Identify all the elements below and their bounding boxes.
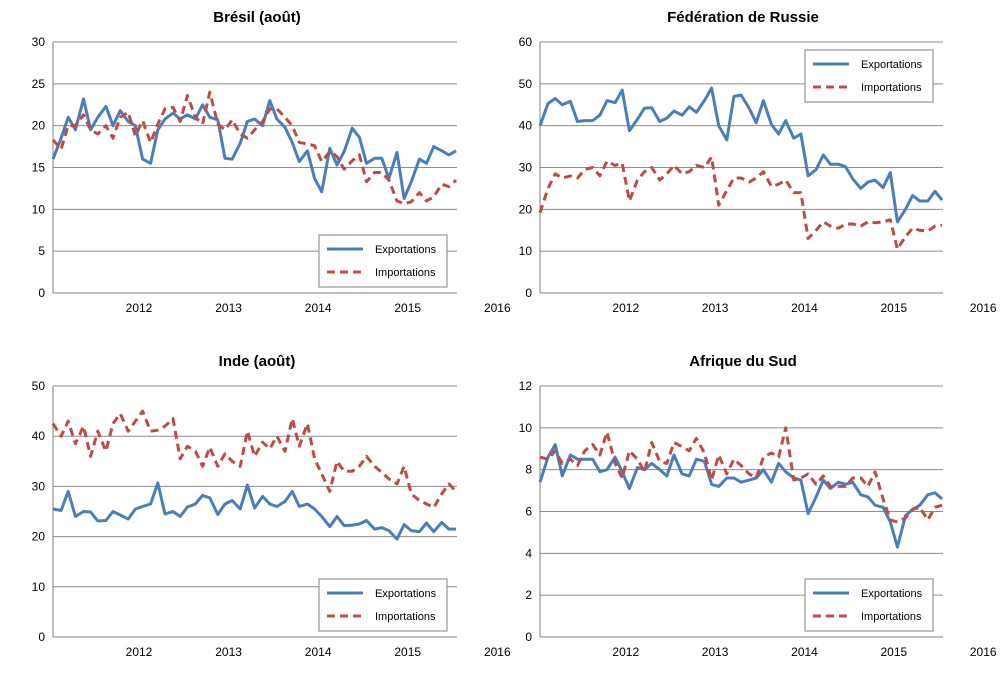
legend-label: Importations (861, 611, 922, 623)
x-tick-label: 2013 (702, 645, 729, 659)
x-tick-label: 2015 (394, 301, 421, 315)
series-line-imports (51, 409, 458, 509)
chart-bresil: Brésil (août) 0 5 10 15 20 25 30 2012 2013 2014 20… (32, 9, 511, 315)
x-tick-label: 2013 (702, 301, 729, 315)
legend-label: Importations (375, 267, 436, 279)
x-tick-label: 2016 (484, 645, 511, 659)
chart-title: Brésil (août) (213, 9, 301, 26)
legend-label: Exportations (375, 244, 437, 256)
chart-title: Fédération de Russie (667, 9, 819, 26)
x-tick-label: 2014 (305, 645, 332, 659)
series-line-exports (51, 97, 457, 200)
y-tick-label: 10 (519, 421, 533, 435)
x-tick-label: 2012 (612, 301, 639, 315)
x-tick-label: 2013 (215, 645, 242, 659)
y-tick-label: 20 (32, 119, 46, 133)
y-tick-label: 4 (525, 546, 532, 560)
y-tick-label: 50 (32, 379, 46, 393)
series-line-exports (538, 443, 944, 549)
legend-label: Exportations (861, 588, 923, 600)
y-tick-label: 5 (38, 244, 45, 258)
series-line-imports (539, 426, 943, 524)
y-tick-label: 30 (32, 35, 46, 49)
y-tick-label: 2 (525, 588, 532, 602)
y-tick-label: 60 (519, 35, 533, 49)
x-tick-label: 2012 (126, 645, 153, 659)
x-tick-label: 2016 (484, 301, 511, 315)
legend-label: Exportations (375, 588, 437, 600)
y-tick-label: 15 (32, 161, 46, 175)
legend-box (318, 578, 448, 632)
x-tick-label: 2013 (215, 301, 242, 315)
y-tick-label: 50 (519, 77, 533, 91)
y-tick-label: 40 (519, 119, 533, 133)
y-tick-label: 12 (519, 379, 533, 393)
legend-box (318, 234, 448, 288)
series-line-imports (51, 90, 458, 205)
y-tick-label: 6 (525, 505, 532, 519)
y-tick-label: 25 (32, 77, 46, 91)
legend-label: Importations (375, 611, 436, 623)
x-tick-label: 2012 (126, 301, 153, 315)
chart-afrique-du-sud: Afrique du Sud 0 2 4 6 8 10 12 2012 2013 2014 2015… (519, 353, 997, 659)
x-tick-label: 2016 (970, 645, 997, 659)
series-line-imports (538, 155, 943, 251)
y-tick-label: 30 (32, 479, 46, 493)
series-line-exports (538, 86, 944, 224)
y-tick-label: 10 (32, 202, 46, 216)
y-tick-label: 0 (38, 630, 45, 644)
legend-label: Exportations (861, 59, 923, 71)
chart-title: Afrique du Sud (689, 353, 797, 370)
series-line-exports (52, 481, 457, 541)
legend-box (804, 49, 934, 103)
y-tick-label: 10 (519, 244, 533, 258)
x-tick-label: 2015 (394, 645, 421, 659)
x-tick-label: 2014 (791, 301, 818, 315)
chart-inde: Inde (août) 0 10 20 30 40 50 2012 2013 2014 2015 2… (32, 353, 511, 659)
x-tick-label: 2015 (881, 301, 908, 315)
legend-box (804, 578, 934, 632)
legend-label: Importations (861, 82, 922, 94)
x-tick-label: 2015 (881, 645, 908, 659)
y-tick-label: 0 (525, 630, 532, 644)
x-tick-label: 2016 (970, 301, 997, 315)
y-tick-label: 30 (519, 161, 533, 175)
y-tick-label: 20 (519, 202, 533, 216)
y-tick-label: 20 (32, 530, 46, 544)
chart-russie: Fédération de Russie 0 10 20 30 40 50 60 2012 20… (519, 9, 997, 315)
y-tick-label: 10 (32, 580, 46, 594)
y-tick-label: 40 (32, 429, 46, 443)
y-tick-label: 8 (525, 463, 532, 477)
x-tick-label: 2012 (612, 645, 639, 659)
y-tick-label: 0 (525, 286, 532, 300)
x-tick-label: 2014 (305, 301, 332, 315)
y-tick-label: 0 (38, 286, 45, 300)
x-tick-label: 2014 (791, 645, 818, 659)
chart-title: Inde (août) (219, 353, 296, 370)
